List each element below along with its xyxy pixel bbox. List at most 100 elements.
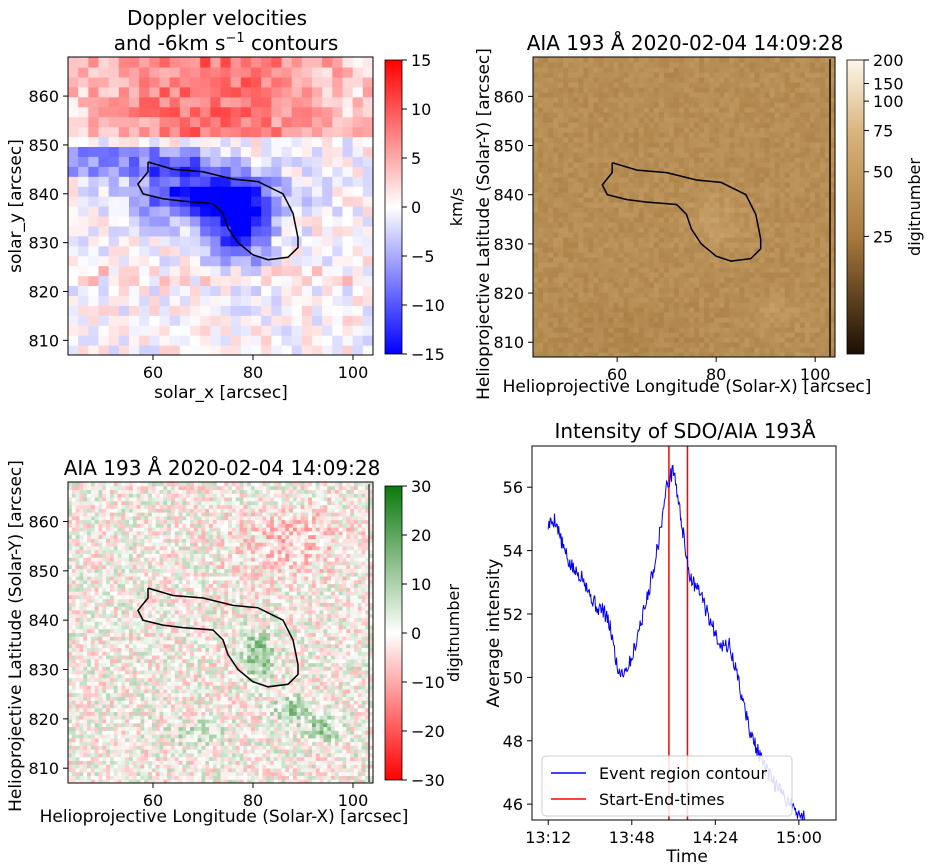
heatmap-cell [779,232,786,238]
heatmap-cell [90,760,96,765]
heatmap-cell [764,167,771,173]
heatmap-cell [704,192,710,198]
heatmap-cell [543,152,549,158]
heatmap-cell [618,277,625,283]
heatmap-cell [558,227,564,233]
heatmap-cell [623,252,630,258]
heatmap-cell [719,197,725,203]
heatmap-cell [829,127,835,133]
heatmap-cell [548,317,554,323]
heatmap-cell [312,775,317,780]
heatmap-cell [779,262,786,268]
heatmap-cell [533,137,539,143]
heatmap-cell [804,262,811,268]
heatmap-cell [179,215,191,227]
heatmap-cell [689,252,695,258]
heatmap-cell [648,207,655,213]
heatmap-cell [764,182,771,188]
ytick-label: 830 [28,234,59,253]
heatmap-cell [764,277,771,283]
heatmap-cell [764,132,771,138]
heatmap-cell [709,257,715,263]
heatmap-cell [261,275,272,287]
heatmap-cell [159,315,171,326]
heatmap-cell [563,87,569,93]
doppler-heatmap [68,57,373,355]
heatmap-cell [113,779,119,783]
heatmap-cell [613,297,620,303]
heatmap-cell [608,137,615,143]
heatmap-cell [598,152,605,158]
heatmap-cell [653,102,660,108]
heatmap-cell [139,206,150,217]
heatmap-cell [342,66,354,78]
heatmap-cell [543,257,549,263]
heatmap-cell [608,57,615,63]
heatmap-cell [714,167,720,173]
xtick-label: 60 [143,363,163,382]
heatmap-cell [200,255,211,267]
heatmap-cell [322,57,333,68]
heatmap-cell [759,312,766,318]
heatmap-cell [578,77,584,83]
heatmap-cell [744,107,751,113]
heatmap-cell [613,287,620,293]
heatmap-cell [291,335,303,346]
heatmap-cell [623,122,630,128]
heatmap-cell [714,57,720,63]
heatmap-cell [118,57,130,68]
heatmap-cell [633,352,640,357]
heatmap-cell [568,252,574,258]
heatmap-cell [548,167,554,173]
heatmap-cell [346,764,351,769]
heatmap-cell [342,206,354,217]
heatmap-cell [608,327,615,333]
heatmap-cell [332,325,344,336]
heatmap-cell [322,86,333,98]
heatmap-cell [563,252,569,258]
heatmap-cell [658,227,665,233]
heatmap-cell [608,322,615,328]
heatmap-cell [618,122,625,128]
heatmap-cell [603,267,610,273]
heatmap-cell [694,337,700,343]
heatmap-cell [270,764,275,769]
heatmap-cell [543,262,549,268]
heatmap-cell [78,305,89,316]
heatmap-cell [613,237,620,243]
heatmap-cell [658,267,665,273]
heatmap-cell [699,72,705,78]
heatmap-cell [784,127,791,133]
heatmap-cell [159,225,171,237]
heatmap-cell [653,302,660,308]
heatmap-cell [159,196,171,207]
heatmap-cell [543,282,549,288]
heatmap-cell [658,242,665,248]
heatmap-cell [538,327,544,333]
heatmap-cell [724,142,730,148]
heatmap-cell [78,176,89,187]
heatmap-cell [724,277,730,283]
heatmap-cell [824,127,831,133]
heatmap-cell [633,242,640,248]
heatmap-cell [332,345,344,355]
heatmap-cell [291,206,303,217]
heatmap-cell [699,262,705,268]
heatmap-cell [598,117,605,123]
heatmap-cell [744,162,751,168]
heatmap-cell [673,322,680,328]
heatmap-cell [684,147,690,153]
heatmap-cell [663,297,670,303]
heatmap-cell [699,302,705,308]
heatmap-cell [794,347,801,353]
heatmap-cell [643,182,650,188]
heatmap-cell [794,252,801,258]
heatmap-cell [694,187,700,193]
heatmap-cell [638,62,645,68]
heatmap-cell [543,302,549,308]
heatmap-cell [613,102,620,108]
heatmap-cell [159,186,171,197]
heatmap-cell [331,767,336,773]
heatmap-cell [809,342,816,348]
heatmap-cell [88,176,100,187]
